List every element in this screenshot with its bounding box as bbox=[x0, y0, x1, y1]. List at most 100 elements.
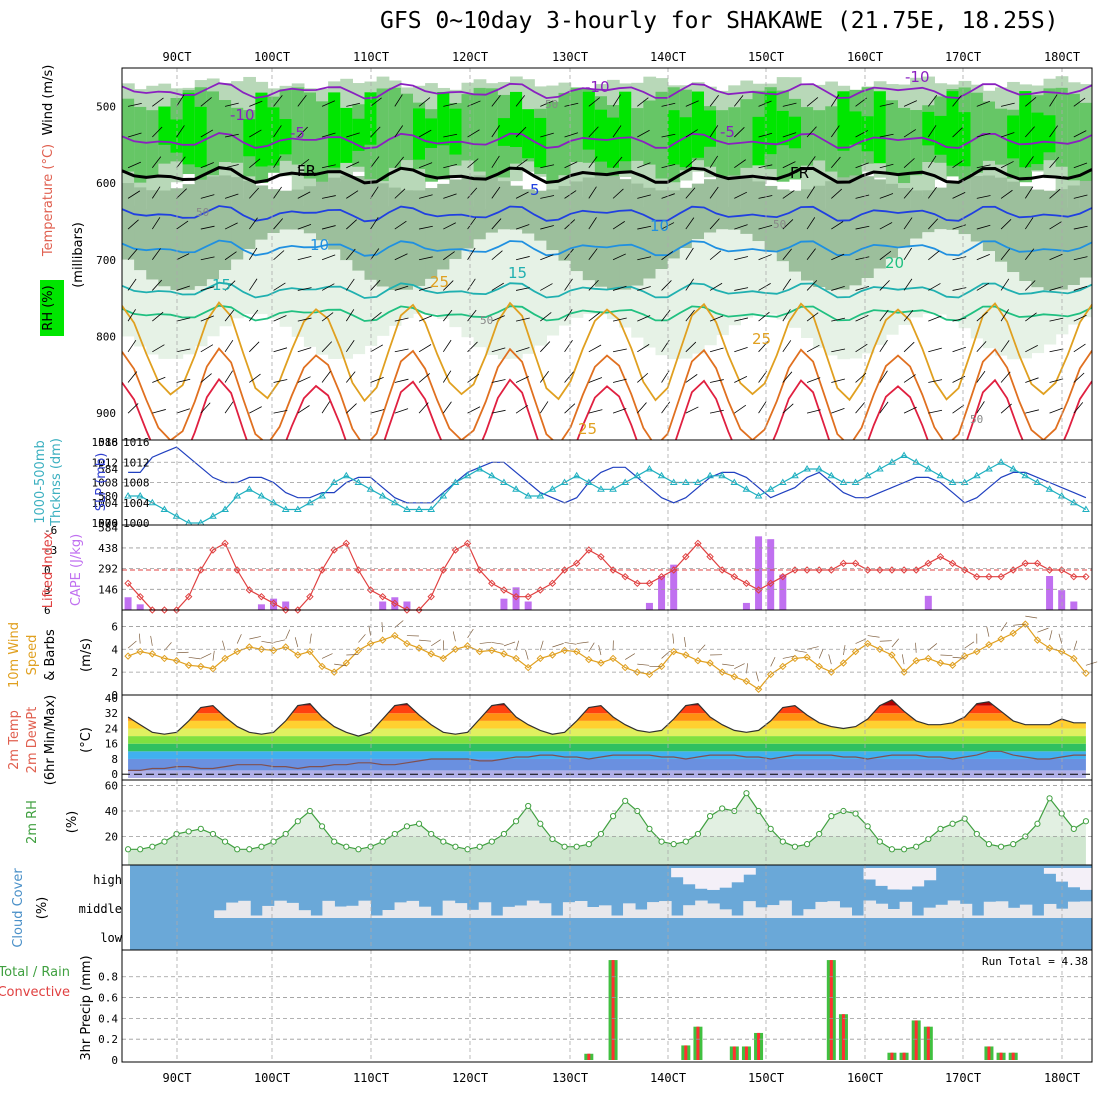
wind-barb bbox=[637, 256, 652, 261]
cloud-middle bbox=[911, 915, 925, 918]
wind-barb-10m bbox=[321, 653, 333, 659]
wind-barb-10m bbox=[588, 642, 595, 652]
wind-barb bbox=[903, 341, 915, 353]
temp-contour-0 bbox=[122, 166, 1092, 185]
thickness-point bbox=[730, 478, 739, 485]
rh-band-dry bbox=[788, 190, 802, 272]
cloud-middle bbox=[803, 909, 816, 918]
wind-barb bbox=[249, 373, 261, 383]
wind-barb bbox=[855, 130, 869, 138]
cloud-middle bbox=[346, 905, 359, 918]
rh-band-dry bbox=[219, 175, 232, 271]
rh-band-mid bbox=[655, 91, 669, 179]
wind-barb bbox=[903, 406, 917, 414]
wind-barb bbox=[515, 376, 529, 383]
rh-band-mid bbox=[825, 106, 838, 172]
thickness-point bbox=[524, 492, 533, 499]
cape-tick: 438 bbox=[98, 542, 118, 555]
thickness-point bbox=[318, 492, 326, 499]
wind-speed-point bbox=[657, 662, 666, 671]
wind-barb bbox=[394, 156, 404, 168]
wind-barb bbox=[418, 373, 430, 383]
rh-band-faint bbox=[340, 260, 353, 359]
wind-barb bbox=[1000, 278, 1010, 291]
wind-barb bbox=[249, 100, 263, 107]
rh-band-high bbox=[449, 108, 463, 155]
rh-band-high bbox=[788, 116, 802, 149]
x-tick-top: 110CT bbox=[353, 50, 389, 64]
wind-barb-10m bbox=[755, 671, 759, 682]
thickness-point bbox=[536, 492, 545, 499]
contour-label: 50 bbox=[196, 206, 209, 219]
cloud-middle bbox=[995, 901, 1009, 918]
slp-tick: 1016 bbox=[123, 436, 150, 449]
wind-barb bbox=[1073, 402, 1084, 414]
text-layer: -10-10-10-5 -5FR FR51010151520252525505050… bbox=[0, 50, 1088, 1085]
rh2m-point bbox=[221, 838, 229, 845]
y-tick-label: 1016 bbox=[92, 436, 119, 449]
wind-barb bbox=[1025, 280, 1036, 291]
wind-barb bbox=[903, 187, 914, 199]
lifted-index-point bbox=[1082, 572, 1090, 581]
wind-speed-point bbox=[900, 668, 908, 676]
thickness-point bbox=[621, 478, 630, 485]
rh-band-dry bbox=[776, 189, 790, 262]
wind-barb-10m bbox=[794, 650, 807, 653]
wind-barb bbox=[1073, 194, 1088, 199]
wind-barb bbox=[855, 402, 865, 414]
contour-label: 50 bbox=[545, 98, 558, 111]
wind-barb bbox=[685, 129, 698, 138]
rh-band-mid bbox=[716, 110, 729, 181]
wind-barb bbox=[661, 401, 671, 414]
wind-barb-10m bbox=[491, 642, 504, 645]
wind-barb-10m bbox=[249, 636, 261, 640]
wind-barb bbox=[540, 225, 554, 230]
wind-barb-10m bbox=[734, 663, 745, 670]
wind-barb bbox=[879, 193, 894, 199]
rh2m-point bbox=[149, 843, 156, 850]
wind-barb bbox=[855, 194, 870, 199]
rh-band-faint bbox=[922, 232, 935, 314]
wind-barb bbox=[709, 409, 724, 414]
thickness-point bbox=[827, 471, 836, 479]
wind-barb bbox=[127, 278, 137, 291]
rh-band-faint bbox=[497, 229, 511, 360]
wind-barb bbox=[637, 315, 651, 322]
wind-barb bbox=[394, 378, 409, 383]
rh-band-high bbox=[413, 108, 426, 160]
cloud-high bbox=[887, 868, 901, 890]
wind-barb bbox=[806, 186, 816, 199]
contour-label: 15 bbox=[508, 264, 527, 282]
wind-barb bbox=[370, 312, 382, 322]
wind-barb bbox=[321, 132, 336, 138]
wind-barb bbox=[588, 344, 602, 353]
rh-band-faint bbox=[437, 269, 450, 319]
panel-label: Speed bbox=[25, 635, 40, 676]
lifted-index-point bbox=[463, 539, 472, 548]
rh2m-point bbox=[888, 846, 896, 853]
rh-band-dry bbox=[594, 175, 608, 287]
wind-barb bbox=[637, 129, 650, 138]
wind-barb bbox=[1049, 317, 1064, 322]
wind-barb bbox=[831, 348, 846, 353]
wind-barb bbox=[612, 125, 622, 138]
wind-barb bbox=[127, 339, 137, 353]
cloud-middle bbox=[214, 910, 227, 918]
precip-conv-bar bbox=[696, 1026, 700, 1060]
precip-conv-bar bbox=[926, 1026, 930, 1060]
wind-barb bbox=[297, 317, 312, 322]
rh-band-mid bbox=[813, 110, 826, 161]
y-tick-label: 580 bbox=[98, 490, 118, 503]
wind-barb bbox=[806, 126, 817, 138]
wind-barb-10m bbox=[200, 653, 212, 659]
cape-bar bbox=[767, 539, 775, 610]
wind-barb bbox=[612, 378, 627, 383]
wind-barb bbox=[928, 218, 939, 230]
wind-barb bbox=[612, 156, 623, 168]
cloud-middle bbox=[550, 915, 564, 918]
thickness-point bbox=[1021, 471, 1030, 479]
rh2m-point bbox=[949, 820, 956, 827]
wind-barb-10m bbox=[285, 629, 291, 640]
rh-band-high bbox=[849, 111, 863, 145]
